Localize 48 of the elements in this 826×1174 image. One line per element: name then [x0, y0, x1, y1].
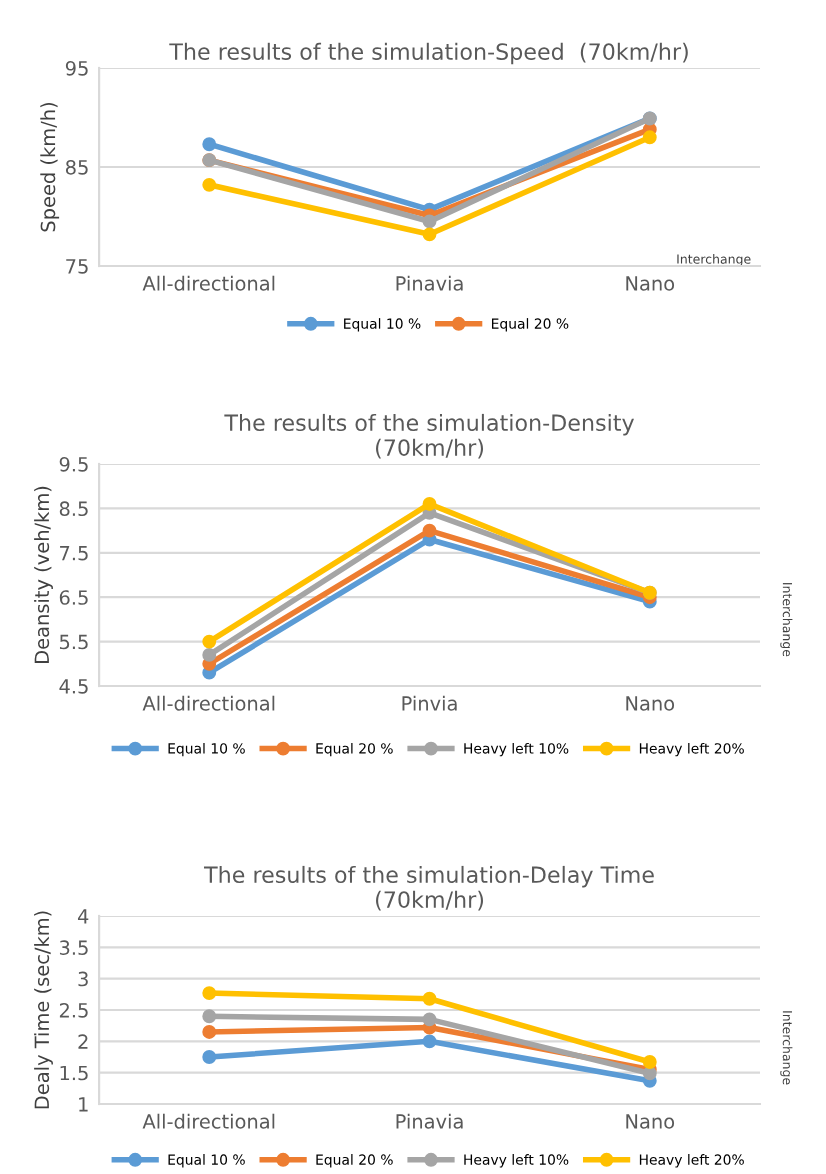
- point: [202, 986, 217, 1001]
- x-tick-label: All-directional: [142, 275, 275, 291]
- point: [642, 130, 657, 145]
- x-tick-label: Pinavia: [396, 1113, 463, 1129]
- x-tick-label: Pinvia: [402, 695, 457, 711]
- chart-title: The results of the simulation-Speed (70km/hr): [169, 42, 688, 65]
- point: [202, 1050, 217, 1064]
- point: [202, 647, 217, 662]
- point: [202, 137, 217, 152]
- point: [202, 1024, 217, 1039]
- y-tick-label: 2.5: [59, 1002, 88, 1018]
- y-axis-title: Speed (km/h): [40, 102, 60, 232]
- chart-title: The results of the simulation-Density (70km/hr): [224, 413, 634, 459]
- x-tick-label: Nano: [626, 1114, 675, 1129]
- y-tick-label: 3.5: [59, 940, 88, 955]
- x-tick-label: All-directional: [142, 1113, 275, 1129]
- y-tick-label: 7.5: [60, 546, 88, 561]
- point: [422, 497, 437, 511]
- point: [202, 177, 217, 192]
- point: [422, 991, 437, 1006]
- y-tick-label: 5.5: [59, 634, 88, 650]
- y-tick-label: 95: [65, 60, 88, 76]
- point: [422, 1034, 437, 1049]
- y-tick-label: 6.5: [59, 590, 88, 605]
- point: [202, 634, 217, 649]
- point: [422, 523, 437, 538]
- y-tick-label: 8.5: [59, 501, 88, 517]
- point: [422, 214, 437, 229]
- point: [422, 1012, 437, 1027]
- point: [642, 1055, 657, 1069]
- y-tick-label: 9.5: [59, 456, 88, 472]
- x-tick-label: Pinavia: [396, 275, 463, 291]
- y-tick-label: 4.5: [59, 679, 88, 694]
- x-tick-label: All-directional: [142, 695, 275, 711]
- x-tick-label: Nano: [626, 276, 675, 291]
- y-tick-label: 1.5: [60, 1065, 88, 1081]
- y-tick-label: 1: [79, 1097, 88, 1112]
- y-tick-label: 2: [78, 1034, 88, 1049]
- y-tick-label: 3: [78, 971, 88, 987]
- y-axis-title: Deansity (veh/km): [34, 486, 53, 663]
- y-tick-label: 85: [65, 159, 88, 175]
- y-axis-title: Dealy Time (sec/km): [34, 911, 53, 1109]
- y-tick-label: 75: [66, 259, 88, 274]
- x-tick-label: Nano: [626, 696, 675, 711]
- point: [422, 227, 437, 242]
- y-tick-label: 4: [77, 909, 89, 924]
- chart-title: The results of the simulation-Delay Time (70km/hr): [204, 865, 654, 911]
- point: [202, 1009, 217, 1024]
